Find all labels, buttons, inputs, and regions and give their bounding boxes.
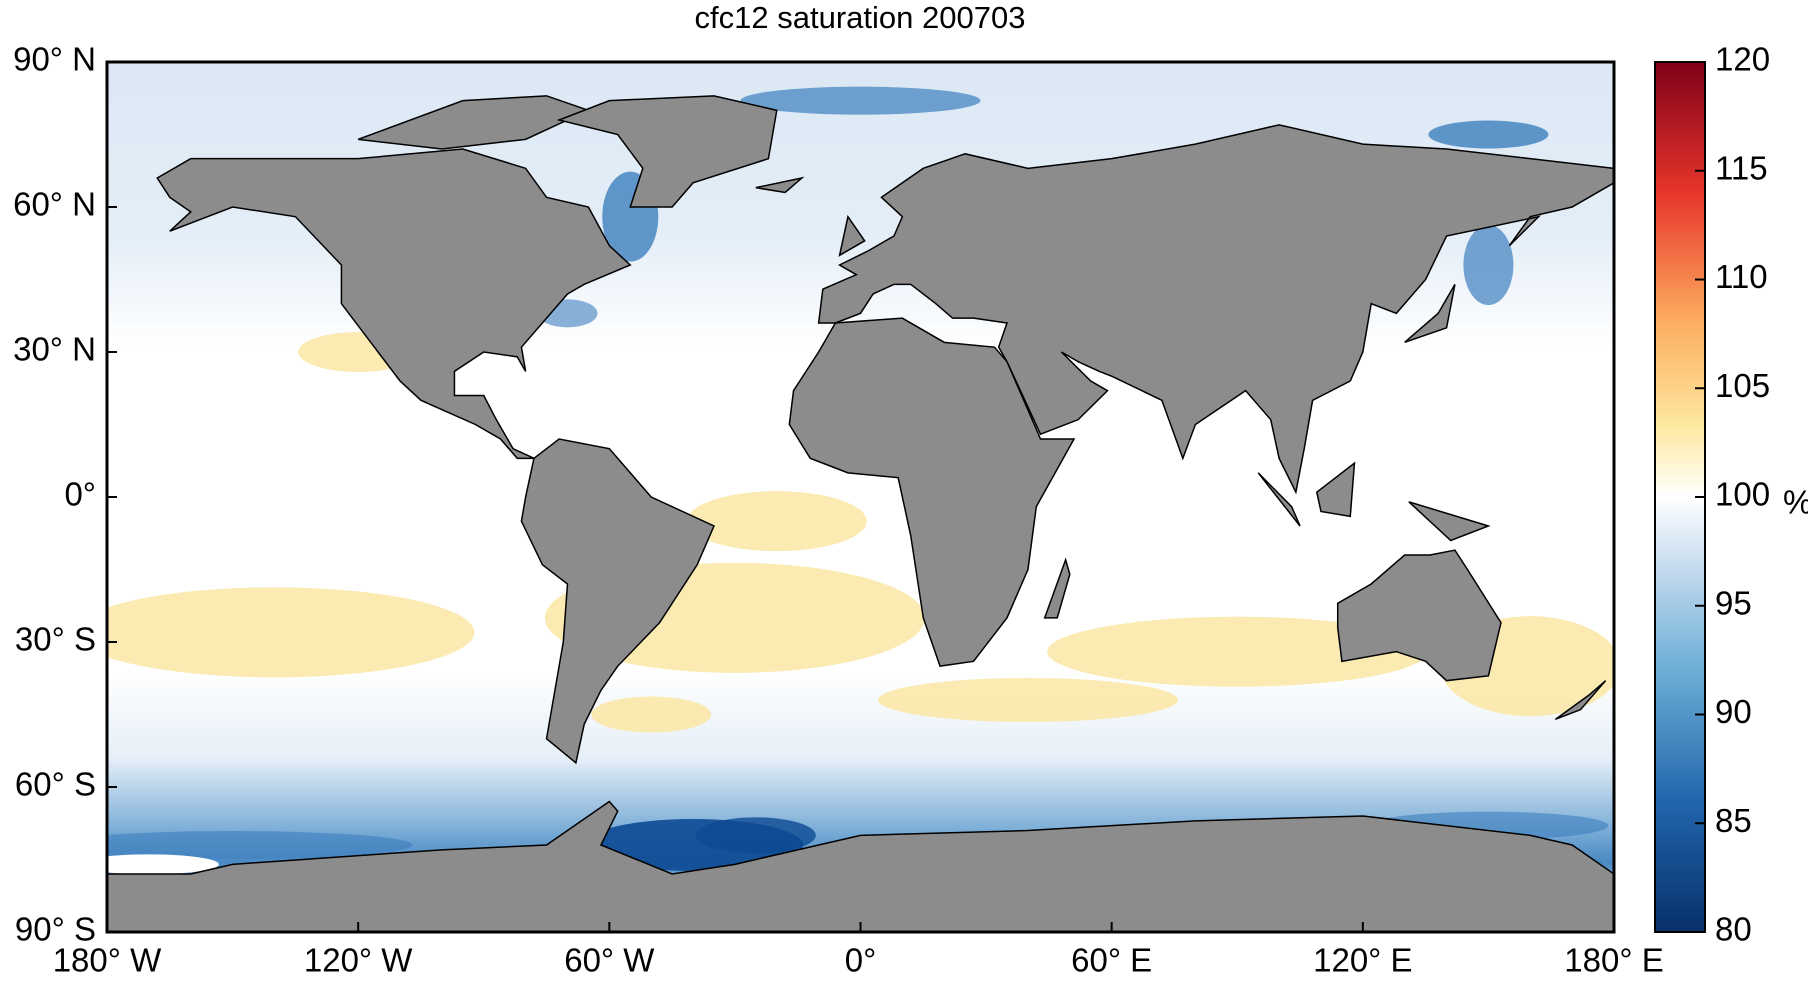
x-tick-label: 60° W bbox=[564, 942, 655, 979]
x-tick-label: 180° W bbox=[53, 942, 162, 979]
colorbar-tick-label: 100 bbox=[1715, 476, 1770, 513]
colorbar-tick-label: 120 bbox=[1715, 41, 1770, 78]
ocean-patch bbox=[1428, 120, 1549, 149]
y-tick-label: 30° N bbox=[13, 331, 96, 368]
ocean-patch bbox=[686, 491, 867, 552]
land bbox=[520, 438, 715, 765]
colorbar-tick-label: 90 bbox=[1715, 693, 1752, 730]
colorbar-tick-label: 95 bbox=[1715, 584, 1752, 621]
x-tick-label: 0° bbox=[845, 942, 877, 979]
x-tick-label: 180° E bbox=[1564, 942, 1663, 979]
land bbox=[107, 800, 1614, 932]
ocean-patch bbox=[1047, 616, 1428, 687]
colorbar-tick-label: 85 bbox=[1715, 802, 1752, 839]
x-tick-label: 120° W bbox=[304, 942, 413, 979]
ocean-patch bbox=[107, 831, 413, 859]
ocean-patch bbox=[107, 854, 219, 875]
ocean-patch bbox=[877, 678, 1178, 722]
ocean-patch bbox=[695, 817, 816, 854]
y-tick-label: 60° S bbox=[15, 766, 96, 803]
x-tick-label: 60° E bbox=[1071, 942, 1152, 979]
land bbox=[788, 317, 1076, 667]
colorbar-tick-label: 105 bbox=[1715, 367, 1770, 404]
land bbox=[156, 148, 632, 460]
land bbox=[755, 176, 805, 194]
y-tick-label: 60° N bbox=[13, 186, 96, 223]
x-tick-label: 120° E bbox=[1313, 942, 1412, 979]
land bbox=[1315, 461, 1356, 518]
ocean-patch bbox=[107, 587, 475, 678]
land bbox=[1043, 557, 1071, 619]
land bbox=[1257, 472, 1301, 527]
land bbox=[817, 124, 1614, 495]
y-tick-label: 30° S bbox=[15, 621, 96, 658]
y-tick-label: 90° N bbox=[13, 41, 96, 78]
y-tick-label: 90° S bbox=[15, 911, 96, 948]
land bbox=[1336, 549, 1502, 682]
colorbar-unit: % bbox=[1783, 484, 1808, 521]
ocean-patch bbox=[1463, 225, 1514, 305]
land bbox=[1408, 501, 1491, 542]
land bbox=[838, 214, 866, 257]
land bbox=[1554, 680, 1607, 721]
ocean-patch bbox=[591, 696, 712, 733]
map bbox=[107, 62, 1614, 932]
land bbox=[556, 95, 778, 208]
land bbox=[1404, 283, 1456, 344]
ocean-patch bbox=[740, 86, 981, 115]
colorbar-tick-label: 80 bbox=[1715, 911, 1752, 948]
colorbar-tick-label: 115 bbox=[1715, 149, 1768, 186]
title: cfc12 saturation 200703 bbox=[695, 0, 1026, 35]
y-tick-label: 0° bbox=[64, 476, 96, 513]
colorbar-tick-label: 110 bbox=[1715, 258, 1768, 295]
